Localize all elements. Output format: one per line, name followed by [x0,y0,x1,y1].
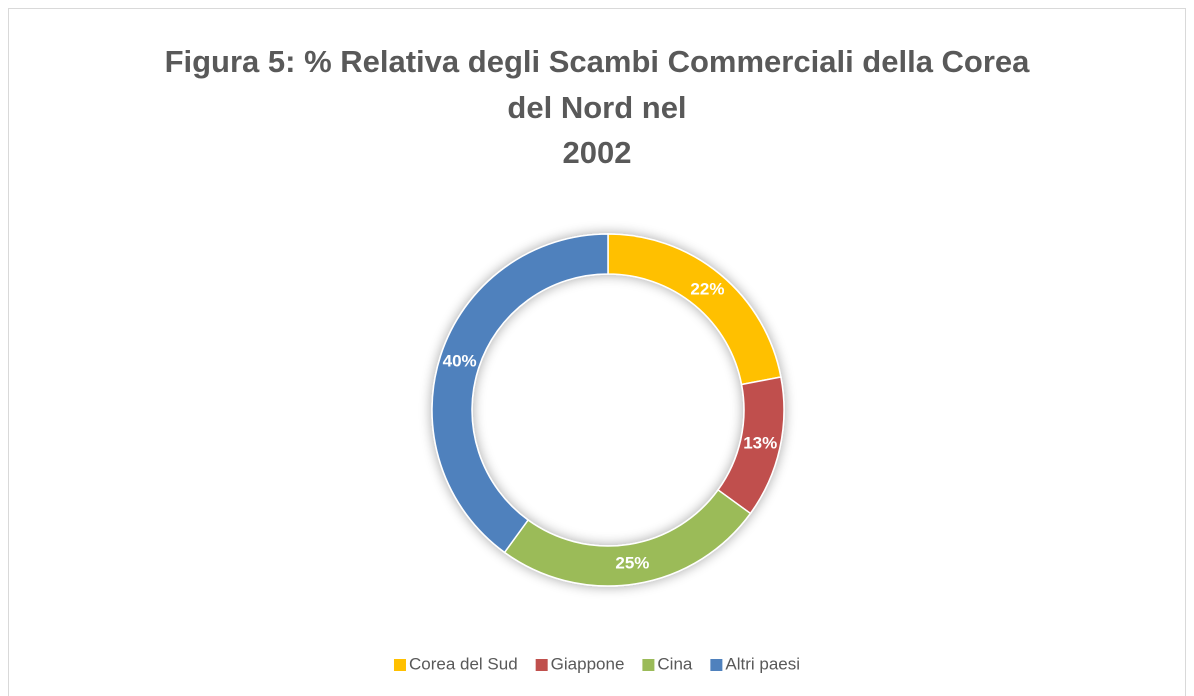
chart-title: 2002 [563,135,632,170]
donut [431,233,785,587]
legend-label: Altri paesi [725,654,800,673]
legend-swatch [535,659,548,671]
donut-segment [431,233,609,554]
legend-label: Cina [657,654,693,673]
data-label: 13% [743,434,777,453]
legend-label: Corea del Sud [409,654,518,673]
data-label: 25% [615,554,649,573]
chart-title: Figura 5: % Relativa degli Scambi Commer… [165,44,1031,79]
legend-swatch [393,659,406,671]
chart-title: del Nord nel [507,90,686,125]
legend-swatch [642,659,655,671]
data-label: 22% [690,279,724,298]
legend-swatch [710,659,723,671]
legend-label: Giappone [551,654,625,673]
data-label: 40% [443,351,477,370]
